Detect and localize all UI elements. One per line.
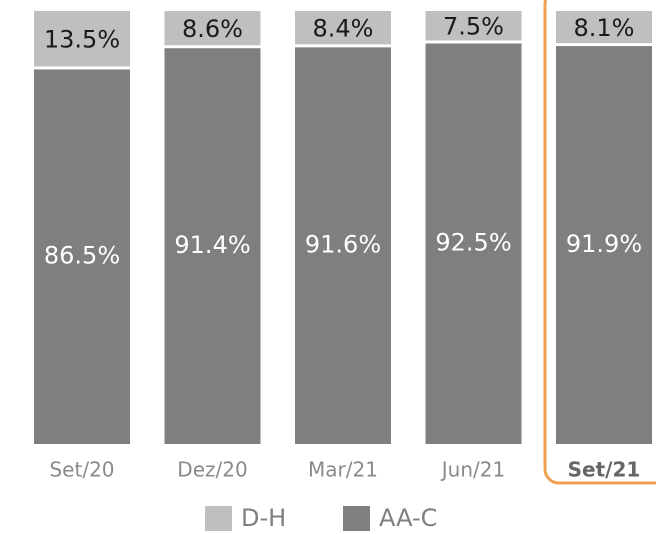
bar-segment	[556, 11, 652, 44]
bar-segment	[164, 48, 261, 444]
highlight-frame	[543, 0, 656, 485]
bar-segment	[425, 11, 522, 41]
bar-segment	[295, 11, 391, 45]
bar-segment	[164, 11, 261, 46]
bar-segment	[34, 69, 130, 444]
x-tick-label: Mar/21	[308, 458, 378, 482]
x-tick-label: Set/21	[568, 458, 641, 482]
data-label: 91.9%	[566, 230, 642, 258]
bar-segment	[295, 47, 391, 444]
data-label: 91.4%	[174, 231, 250, 259]
x-tick-label: Jun/21	[440, 458, 505, 482]
data-label: 8.6%	[182, 15, 243, 43]
legend-label: AA-C	[379, 504, 437, 532]
data-label: 8.4%	[313, 15, 374, 43]
bar-segment	[556, 46, 652, 444]
data-label: 86.5%	[44, 242, 120, 270]
data-label: 91.6%	[305, 231, 381, 259]
bar-segment	[34, 11, 130, 67]
data-label: 8.1%	[574, 14, 635, 42]
legend-swatch	[205, 506, 232, 531]
x-tick-label: Dez/20	[177, 458, 247, 482]
data-label: 7.5%	[443, 13, 504, 41]
data-label: 13.5%	[44, 26, 120, 54]
bar-segment	[425, 43, 522, 444]
legend-swatch	[343, 506, 370, 531]
legend-label: D-H	[241, 504, 286, 532]
x-tick-label: Set/20	[49, 458, 114, 482]
data-label: 92.5%	[435, 229, 511, 257]
